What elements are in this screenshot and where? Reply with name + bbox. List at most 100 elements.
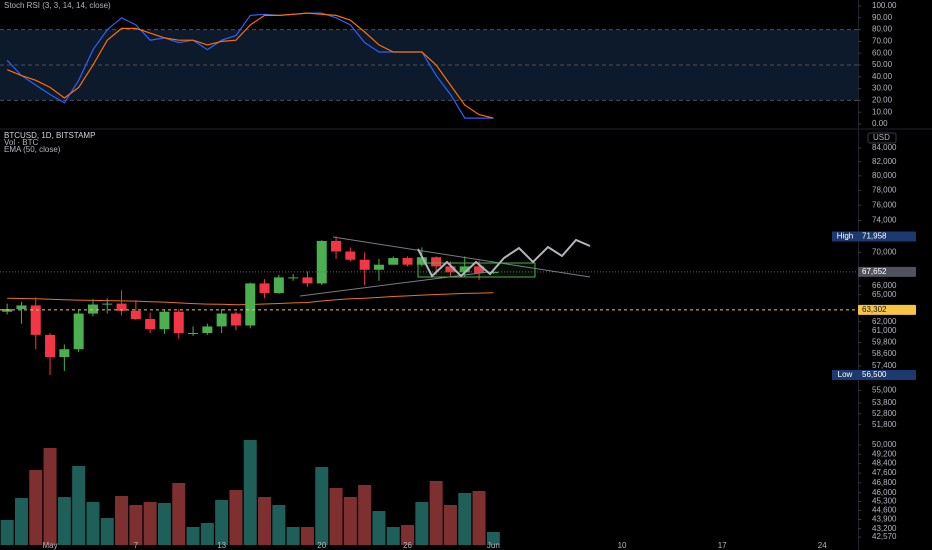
volume-bar	[172, 483, 186, 545]
candle-body	[45, 334, 56, 358]
volume-bar	[458, 493, 472, 545]
y-tick-label: 80.00	[872, 25, 893, 34]
y-tick-label: 84,000	[872, 143, 897, 152]
candle-body	[216, 313, 227, 327]
candle-body	[416, 257, 427, 265]
volume-bar	[286, 527, 300, 545]
candle-body	[445, 266, 456, 273]
alert-tag-label: 63,302	[862, 305, 887, 314]
volume-bar	[258, 497, 272, 545]
candle-body	[73, 313, 84, 350]
y-tick-label: 80,000	[872, 171, 897, 180]
volume-bar	[43, 448, 57, 545]
x-tick-label: 13	[217, 541, 226, 550]
low-name: Low	[838, 370, 853, 379]
candle-body	[459, 266, 470, 273]
candle-body	[16, 305, 27, 310]
y-tick-label: 65,000	[872, 290, 897, 299]
trend-line	[332, 236, 591, 278]
price-tag-box	[858, 266, 916, 277]
candle-body	[30, 305, 41, 335]
x-tick-label: 10	[618, 541, 627, 550]
volume-bar	[386, 527, 400, 545]
y-tick-label: 46,000	[872, 488, 897, 497]
low-value-box	[858, 369, 916, 380]
candle-body	[359, 259, 370, 270]
candle-body	[316, 240, 327, 284]
candle-body	[130, 310, 141, 320]
volume-bar	[343, 497, 357, 545]
currency-box	[867, 132, 897, 144]
y-tick-label: 74,000	[872, 216, 897, 225]
candle-body	[431, 257, 442, 267]
y-tick-label: 49,200	[872, 449, 897, 458]
candle-body	[188, 332, 199, 334]
volume-bar	[372, 511, 386, 545]
volume-bar	[157, 503, 171, 545]
y-tick-label: 45,300	[872, 497, 897, 506]
volume-bar	[14, 498, 28, 545]
x-tick-label: 7	[134, 541, 139, 550]
y-tick-label: 61,000	[872, 326, 897, 335]
high-name-box	[832, 231, 858, 242]
candle-body	[402, 258, 413, 265]
candle-body	[102, 303, 113, 305]
volume-bar	[329, 488, 343, 545]
y-tick-label: 40.00	[872, 72, 893, 81]
volume-bar	[443, 505, 457, 545]
volume-bar	[129, 505, 143, 545]
currency-label: USD	[873, 133, 890, 142]
volume-bar	[415, 502, 429, 545]
candle-body	[331, 240, 342, 252]
x-tick-label: 26	[403, 541, 412, 550]
candle-body	[245, 283, 256, 326]
y-tick-label: 43,200	[872, 524, 897, 533]
volume-bar	[429, 481, 443, 545]
y-tick-label: 44,600	[872, 506, 897, 515]
volume-bar	[472, 491, 486, 545]
candle-body	[159, 311, 170, 330]
candle-body	[87, 304, 98, 314]
volume-bar	[200, 523, 214, 545]
y-tick-label: 47,600	[872, 468, 897, 477]
volume-bar	[29, 470, 43, 545]
volume-bar	[72, 466, 86, 545]
y-tick-label: 48,400	[872, 459, 897, 468]
y-tick-label: 57,400	[872, 361, 897, 370]
volume-bar	[143, 502, 157, 545]
volume-bar	[57, 497, 71, 545]
volume-bar	[315, 467, 329, 545]
volume-bar	[215, 500, 229, 545]
volume-bar	[186, 527, 200, 545]
x-tick-label: May	[42, 541, 57, 550]
y-tick-label: 43,900	[872, 515, 897, 524]
x-tick-label: 20	[317, 541, 326, 550]
x-tick-label: 17	[718, 541, 727, 550]
price-tag-label: 67,652	[862, 267, 887, 276]
candle-body	[474, 266, 485, 274]
y-tick-label: 42,570	[872, 532, 897, 541]
y-tick-label: 70.00	[872, 37, 893, 46]
candle-body	[345, 251, 356, 260]
y-tick-label: 51,800	[872, 420, 897, 429]
candle-body	[59, 349, 70, 358]
volume-bar	[229, 490, 243, 545]
volume-legend: Vol · BTC	[4, 138, 38, 147]
volume-bar	[486, 532, 500, 545]
y-tick-label: 30.00	[872, 84, 893, 93]
ema-legend: EMA (50, close)	[4, 145, 61, 154]
drawings	[299, 236, 591, 297]
volume-bar	[0, 520, 14, 545]
low-value-label: 56,500	[862, 370, 887, 379]
y-tick-label: 100.00	[872, 1, 897, 10]
y-tick-label: 90.00	[872, 13, 893, 22]
high-value-box	[858, 231, 916, 242]
high-value-label: 71,958	[862, 232, 887, 241]
volume-bar	[243, 440, 257, 545]
y-tick-label: 50,000	[872, 440, 897, 449]
y-tick-label: 66,000	[872, 281, 897, 290]
y-tick-label: 82,000	[872, 157, 897, 166]
